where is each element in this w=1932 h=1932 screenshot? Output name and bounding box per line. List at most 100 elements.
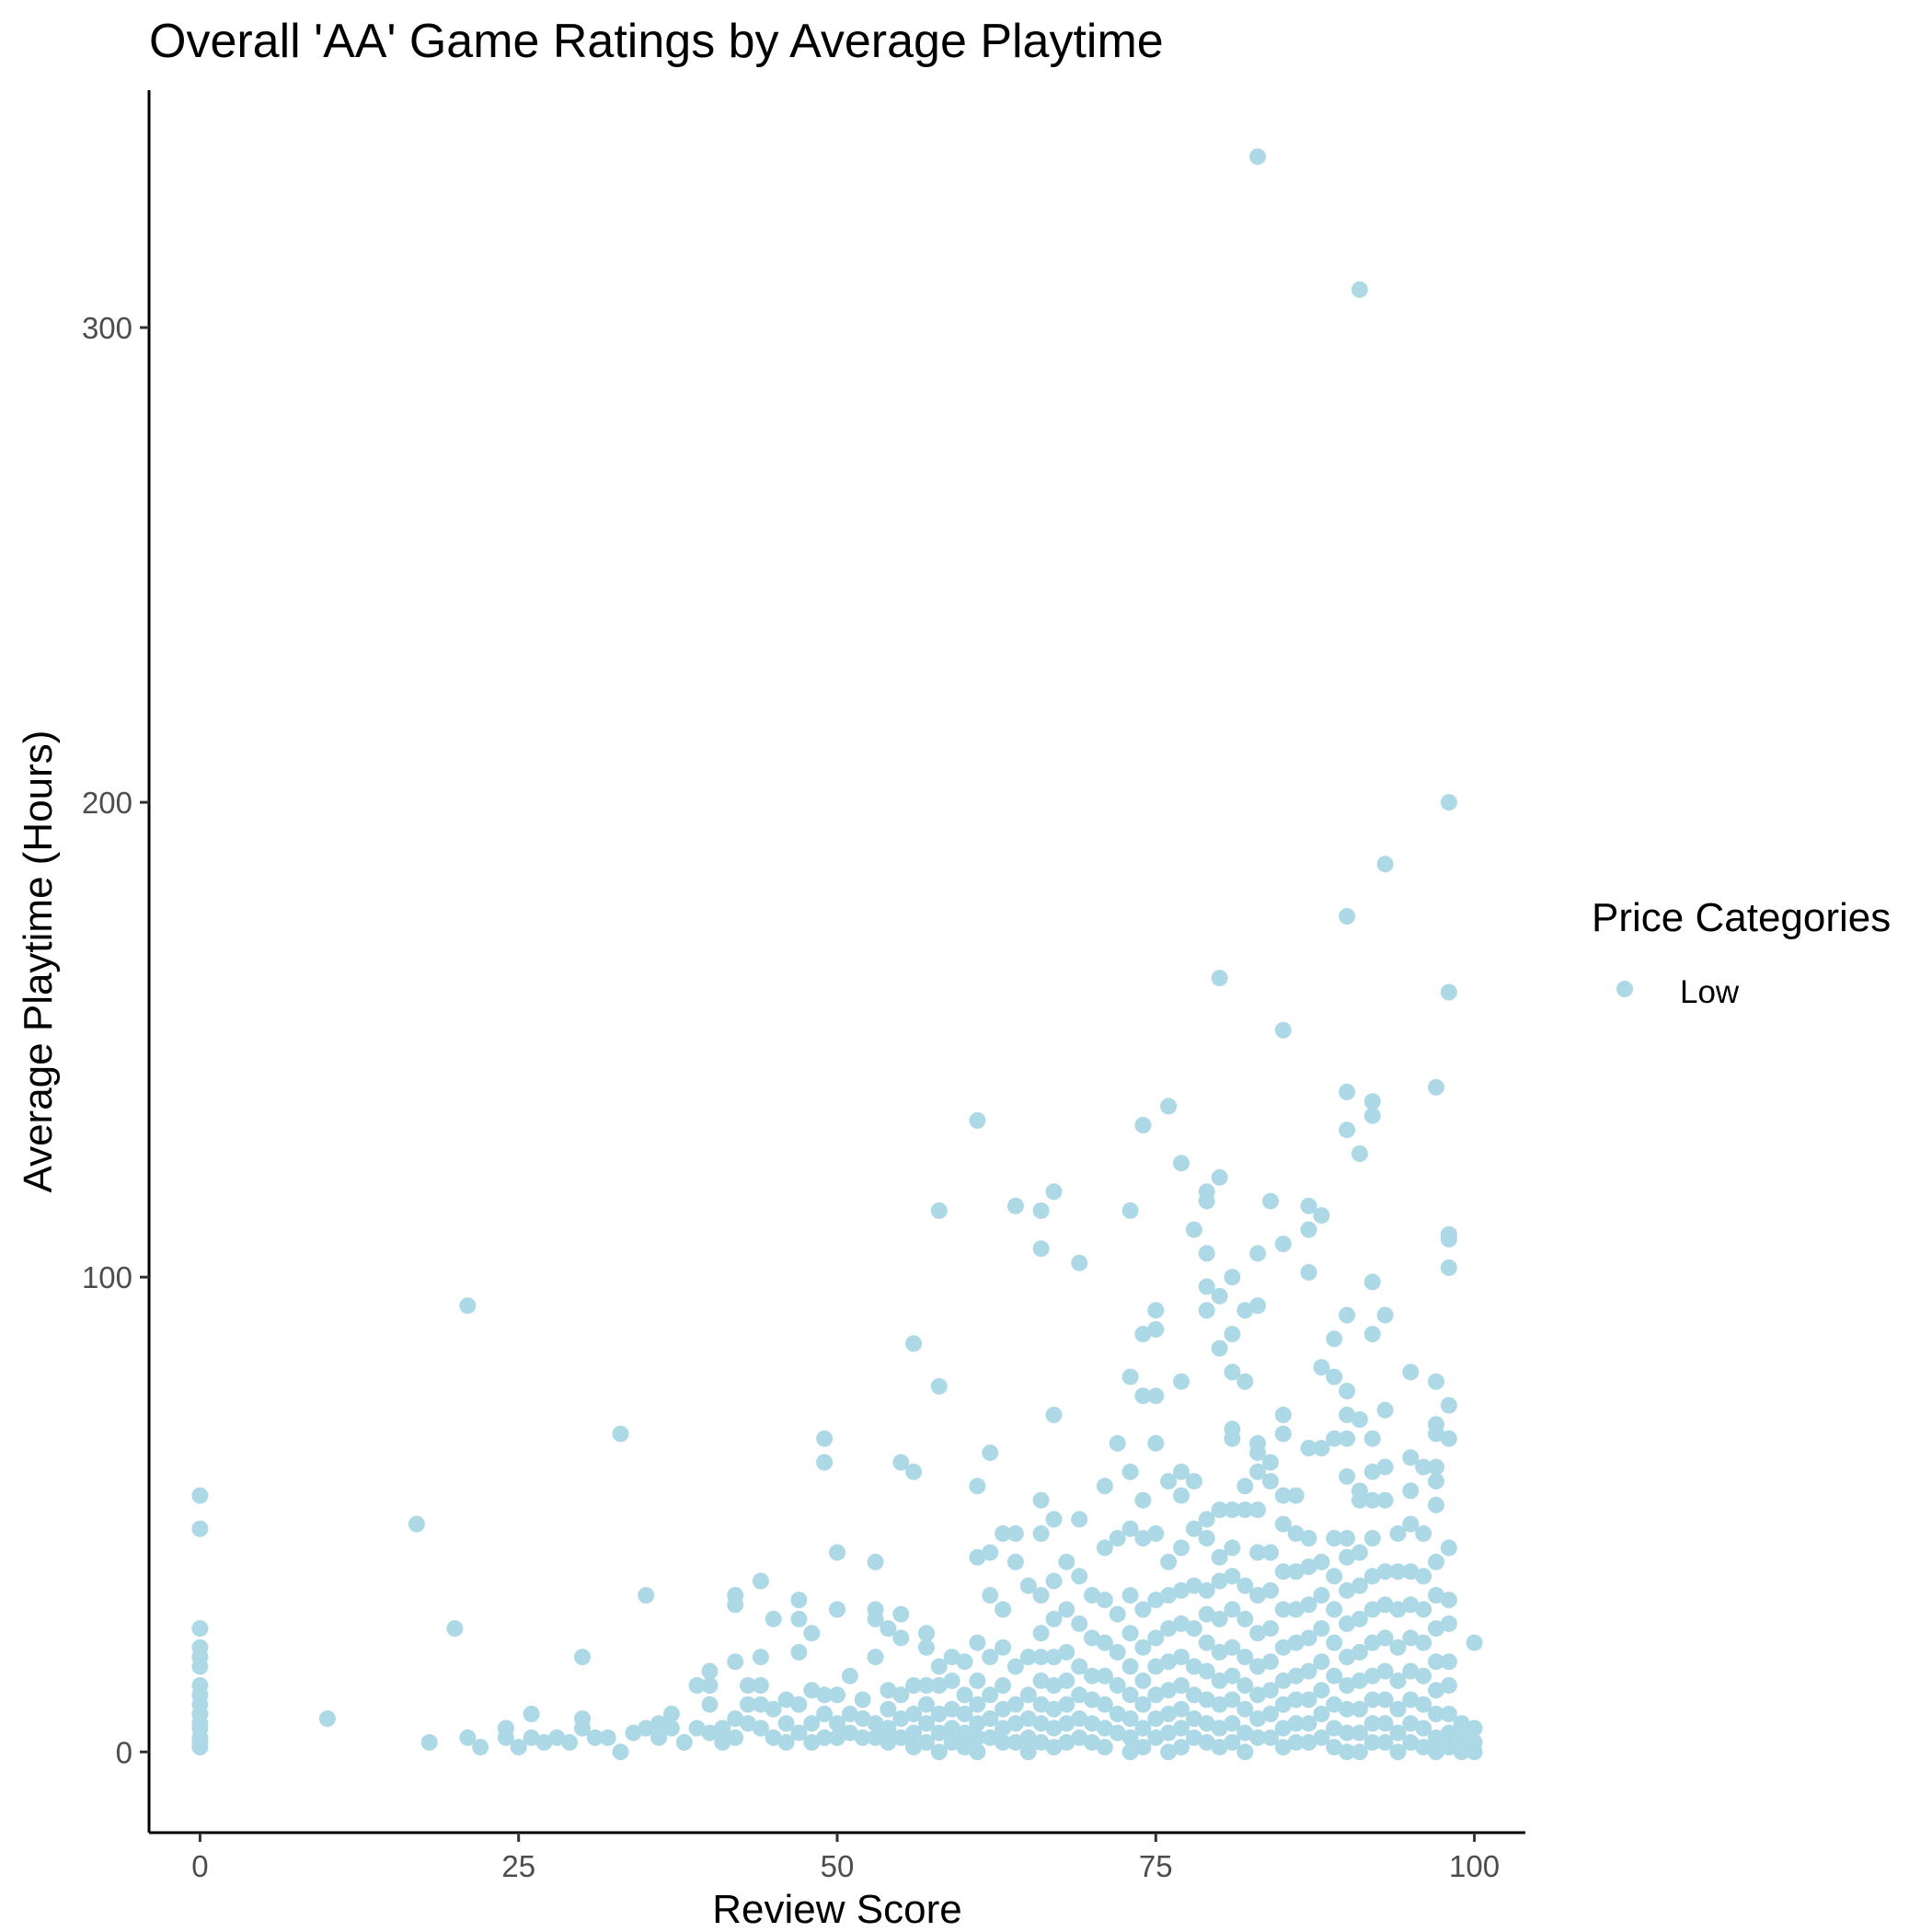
data-point: [1211, 1672, 1228, 1689]
data-point: [523, 1706, 540, 1722]
data-point: [1185, 1620, 1202, 1638]
data-point: [1339, 1581, 1356, 1599]
data-point: [816, 1706, 834, 1722]
data-point: [816, 1430, 834, 1447]
data-point: [1173, 1677, 1190, 1694]
data-point: [1185, 1710, 1202, 1728]
data-point: [1415, 1667, 1432, 1685]
data-point: [1339, 1121, 1356, 1139]
data-point: [1313, 1587, 1330, 1604]
data-point: [1339, 1700, 1356, 1718]
data-point: [1415, 1696, 1432, 1713]
data-point: [1096, 1739, 1113, 1756]
data-point: [880, 1700, 897, 1718]
data-point: [701, 1677, 719, 1694]
data-point: [1249, 1710, 1267, 1728]
x-tick-label: 100: [1449, 1849, 1500, 1883]
data-point: [1160, 1553, 1178, 1570]
data-point: [574, 1649, 591, 1666]
data-point: [1121, 1587, 1139, 1604]
data-point: [1160, 1743, 1178, 1761]
data-point: [1389, 1563, 1407, 1581]
data-point: [1440, 1706, 1457, 1722]
data-point: [1109, 1434, 1126, 1452]
data-point: [1453, 1743, 1470, 1761]
x-tick-label: 25: [501, 1849, 535, 1883]
data-point: [1249, 1587, 1267, 1604]
data-point: [1032, 1240, 1050, 1258]
data-point: [1351, 1643, 1368, 1661]
data-point: [1440, 1739, 1457, 1756]
data-point: [1121, 1729, 1139, 1746]
data-point: [1134, 1387, 1152, 1405]
data-point: [892, 1629, 910, 1647]
data-point: [1224, 1501, 1241, 1519]
data-point: [918, 1677, 935, 1694]
data-point: [1339, 1548, 1356, 1566]
data-point: [1134, 1672, 1152, 1689]
data-point: [1274, 1406, 1292, 1423]
data-point: [1376, 1629, 1394, 1647]
data-point: [1109, 1706, 1126, 1722]
data-point: [1071, 1686, 1088, 1704]
data-point: [841, 1724, 858, 1742]
data-point: [1402, 1515, 1420, 1533]
data-point: [1351, 1544, 1368, 1561]
data-point: [829, 1601, 845, 1618]
data-point: [1428, 1078, 1444, 1096]
data-point: [1198, 1634, 1215, 1651]
data-point: [675, 1733, 693, 1751]
data-point: [943, 1719, 960, 1737]
data-point: [1185, 1658, 1202, 1675]
y-tick-label: 300: [82, 311, 132, 345]
data-point: [803, 1682, 821, 1699]
data-point: [1071, 1511, 1088, 1528]
data-point: [1134, 1491, 1152, 1509]
data-point: [1287, 1563, 1305, 1581]
data-point: [1071, 1615, 1088, 1632]
data-point: [1363, 1568, 1381, 1585]
data-point: [1160, 1653, 1178, 1671]
data-point: [1121, 1710, 1139, 1728]
data-point: [1147, 1592, 1165, 1609]
data-point: [1185, 1473, 1202, 1490]
data-point: [1363, 1530, 1381, 1547]
data-point: [1287, 1667, 1305, 1685]
data-point: [1389, 1601, 1407, 1618]
data-point: [662, 1719, 680, 1737]
data-point: [1262, 1192, 1279, 1210]
data-point: [905, 1463, 923, 1480]
data-point: [1224, 1430, 1241, 1447]
data-point: [1402, 1733, 1420, 1751]
data-point: [1262, 1581, 1279, 1599]
data-point: [1339, 1530, 1356, 1547]
data-point: [1096, 1634, 1113, 1651]
data-point: [1326, 1667, 1343, 1685]
data-point: [1300, 1440, 1317, 1456]
data-point: [1351, 1743, 1368, 1761]
data-point: [930, 1202, 948, 1219]
data-point: [1326, 1739, 1343, 1756]
data-point: [1160, 1620, 1178, 1638]
data-point: [1121, 1658, 1139, 1675]
data-point: [765, 1700, 782, 1718]
data-point: [1428, 1553, 1444, 1570]
data-point: [459, 1729, 477, 1746]
data-point: [1376, 1662, 1394, 1680]
data-point: [1160, 1473, 1178, 1490]
data-point: [1326, 1430, 1343, 1447]
data-point: [1045, 1511, 1063, 1528]
data-point: [1363, 1601, 1381, 1618]
data-point: [1071, 1658, 1088, 1675]
data-point: [1339, 1383, 1356, 1399]
data-point: [1313, 1359, 1330, 1376]
data-point: [1313, 1207, 1330, 1225]
data-point: [1274, 1739, 1292, 1756]
data-point: [1224, 1269, 1241, 1286]
data-point: [1363, 1430, 1381, 1447]
data-point: [1300, 1530, 1317, 1547]
data-point: [995, 1719, 1012, 1737]
data-point: [1339, 1743, 1356, 1761]
data-point: [1147, 1658, 1165, 1675]
data-point: [1096, 1478, 1113, 1495]
